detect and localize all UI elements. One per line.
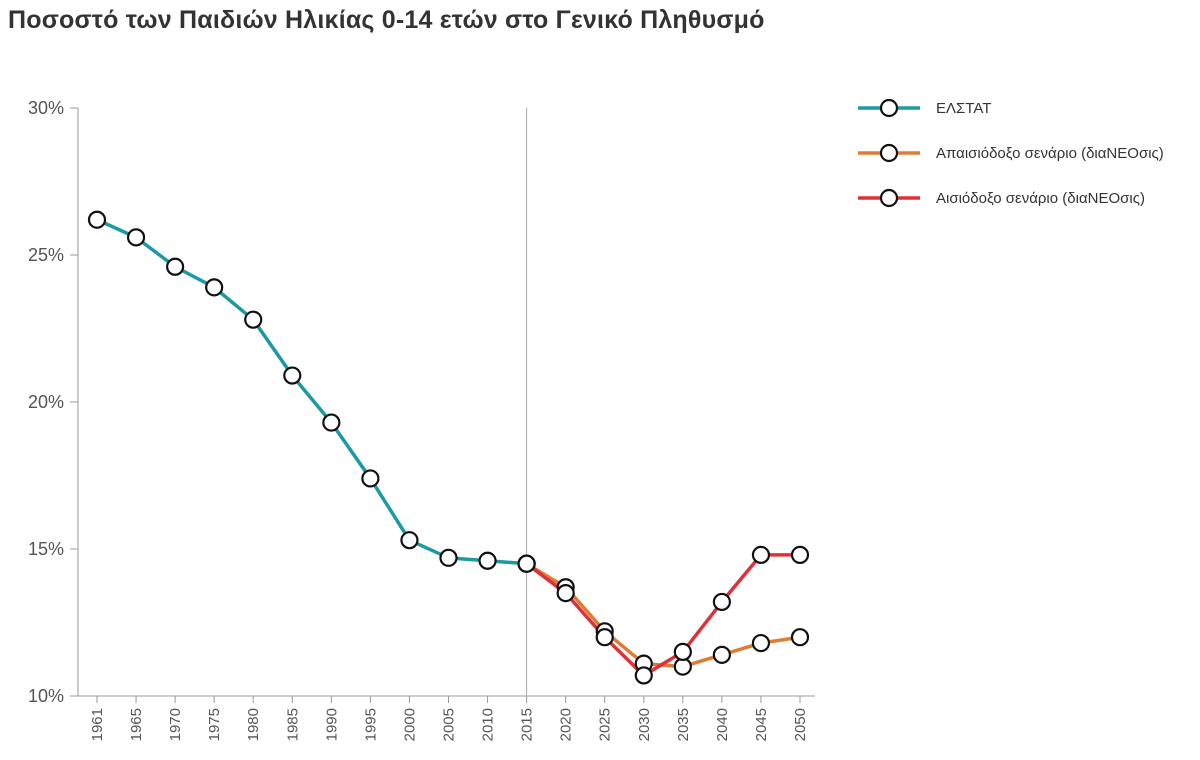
x-tick-label: 1965: [128, 708, 145, 741]
y-tick-label: 30%: [28, 98, 64, 118]
legend-marker: [879, 188, 899, 208]
x-tick-label: 1961: [89, 708, 106, 741]
series-points: [87, 210, 810, 685]
chart-legend: ΕΛΣΤΑΤ Απαισιόδοξο σενάριο (διαΝΕΟσις) Αισ…: [858, 98, 1164, 208]
data-point: [556, 583, 575, 603]
chart-title: Ποσοστό των Παιδιών Ηλικίας 0-14 ετών στ…: [8, 6, 765, 34]
y-tick-label: 20%: [28, 392, 64, 412]
data-point: [478, 551, 497, 570]
x-tick-label: 2040: [714, 708, 731, 741]
legend-label: Αισιόδοξο σενάριο (διαΝΕΟσις): [936, 190, 1145, 207]
x-tick-label: 2000: [401, 708, 418, 741]
data-point: [673, 642, 692, 662]
x-tick-label: 2020: [558, 708, 575, 741]
x-tick-label: 1990: [323, 708, 340, 741]
x-tick-label: 2005: [441, 708, 458, 741]
data-point: [87, 210, 107, 229]
x-tick-label: 1985: [284, 708, 301, 741]
y-tick-label: 15%: [28, 539, 64, 559]
x-tick-label: 1970: [167, 708, 184, 741]
chart-axes: 10% 15% 20% 25% 30% 1961 1965 1970 1975 1980 1985 1…: [28, 98, 815, 741]
data-point: [400, 531, 419, 550]
data-point: [751, 633, 771, 653]
x-tick-label: 2025: [597, 708, 614, 741]
data-point: [790, 545, 810, 564]
series-line-0: [96, 218, 527, 566]
x-tick-label: 2050: [792, 708, 809, 741]
data-point: [790, 628, 810, 647]
data-point: [712, 645, 731, 664]
x-tick-label: 2045: [753, 708, 770, 741]
x-tick-label: 1995: [362, 708, 379, 741]
data-point: [634, 666, 653, 685]
legend-marker: [879, 143, 899, 163]
data-point: [361, 469, 380, 488]
legend-marker: [879, 98, 899, 118]
x-tick-label: 1980: [245, 708, 262, 741]
y-tick-label: 25%: [28, 245, 64, 265]
data-point: [322, 413, 341, 432]
data-point: [205, 278, 224, 297]
legend-label: ΕΛΣΤΑΤ: [936, 100, 991, 117]
x-tick-label: 2030: [636, 708, 653, 741]
x-tick-label: 1975: [206, 708, 223, 741]
series-lines: [96, 218, 801, 678]
series-line-2: [525, 553, 800, 678]
data-point: [244, 310, 263, 329]
data-point: [166, 257, 185, 276]
legend-label: Απαισιόδοξο σενάριο (διαΝΕΟσις): [936, 145, 1164, 162]
data-point: [751, 545, 771, 564]
data-point: [126, 228, 146, 247]
data-point: [439, 548, 458, 567]
data-point: [283, 366, 302, 385]
data-point: [712, 592, 731, 612]
x-tick-label: 2010: [480, 708, 497, 741]
x-tick-label: 2015: [519, 708, 536, 741]
data-point: [517, 554, 536, 573]
data-point: [595, 628, 614, 647]
x-tick-label: 2035: [675, 708, 692, 741]
y-tick-label: 10%: [28, 686, 64, 706]
